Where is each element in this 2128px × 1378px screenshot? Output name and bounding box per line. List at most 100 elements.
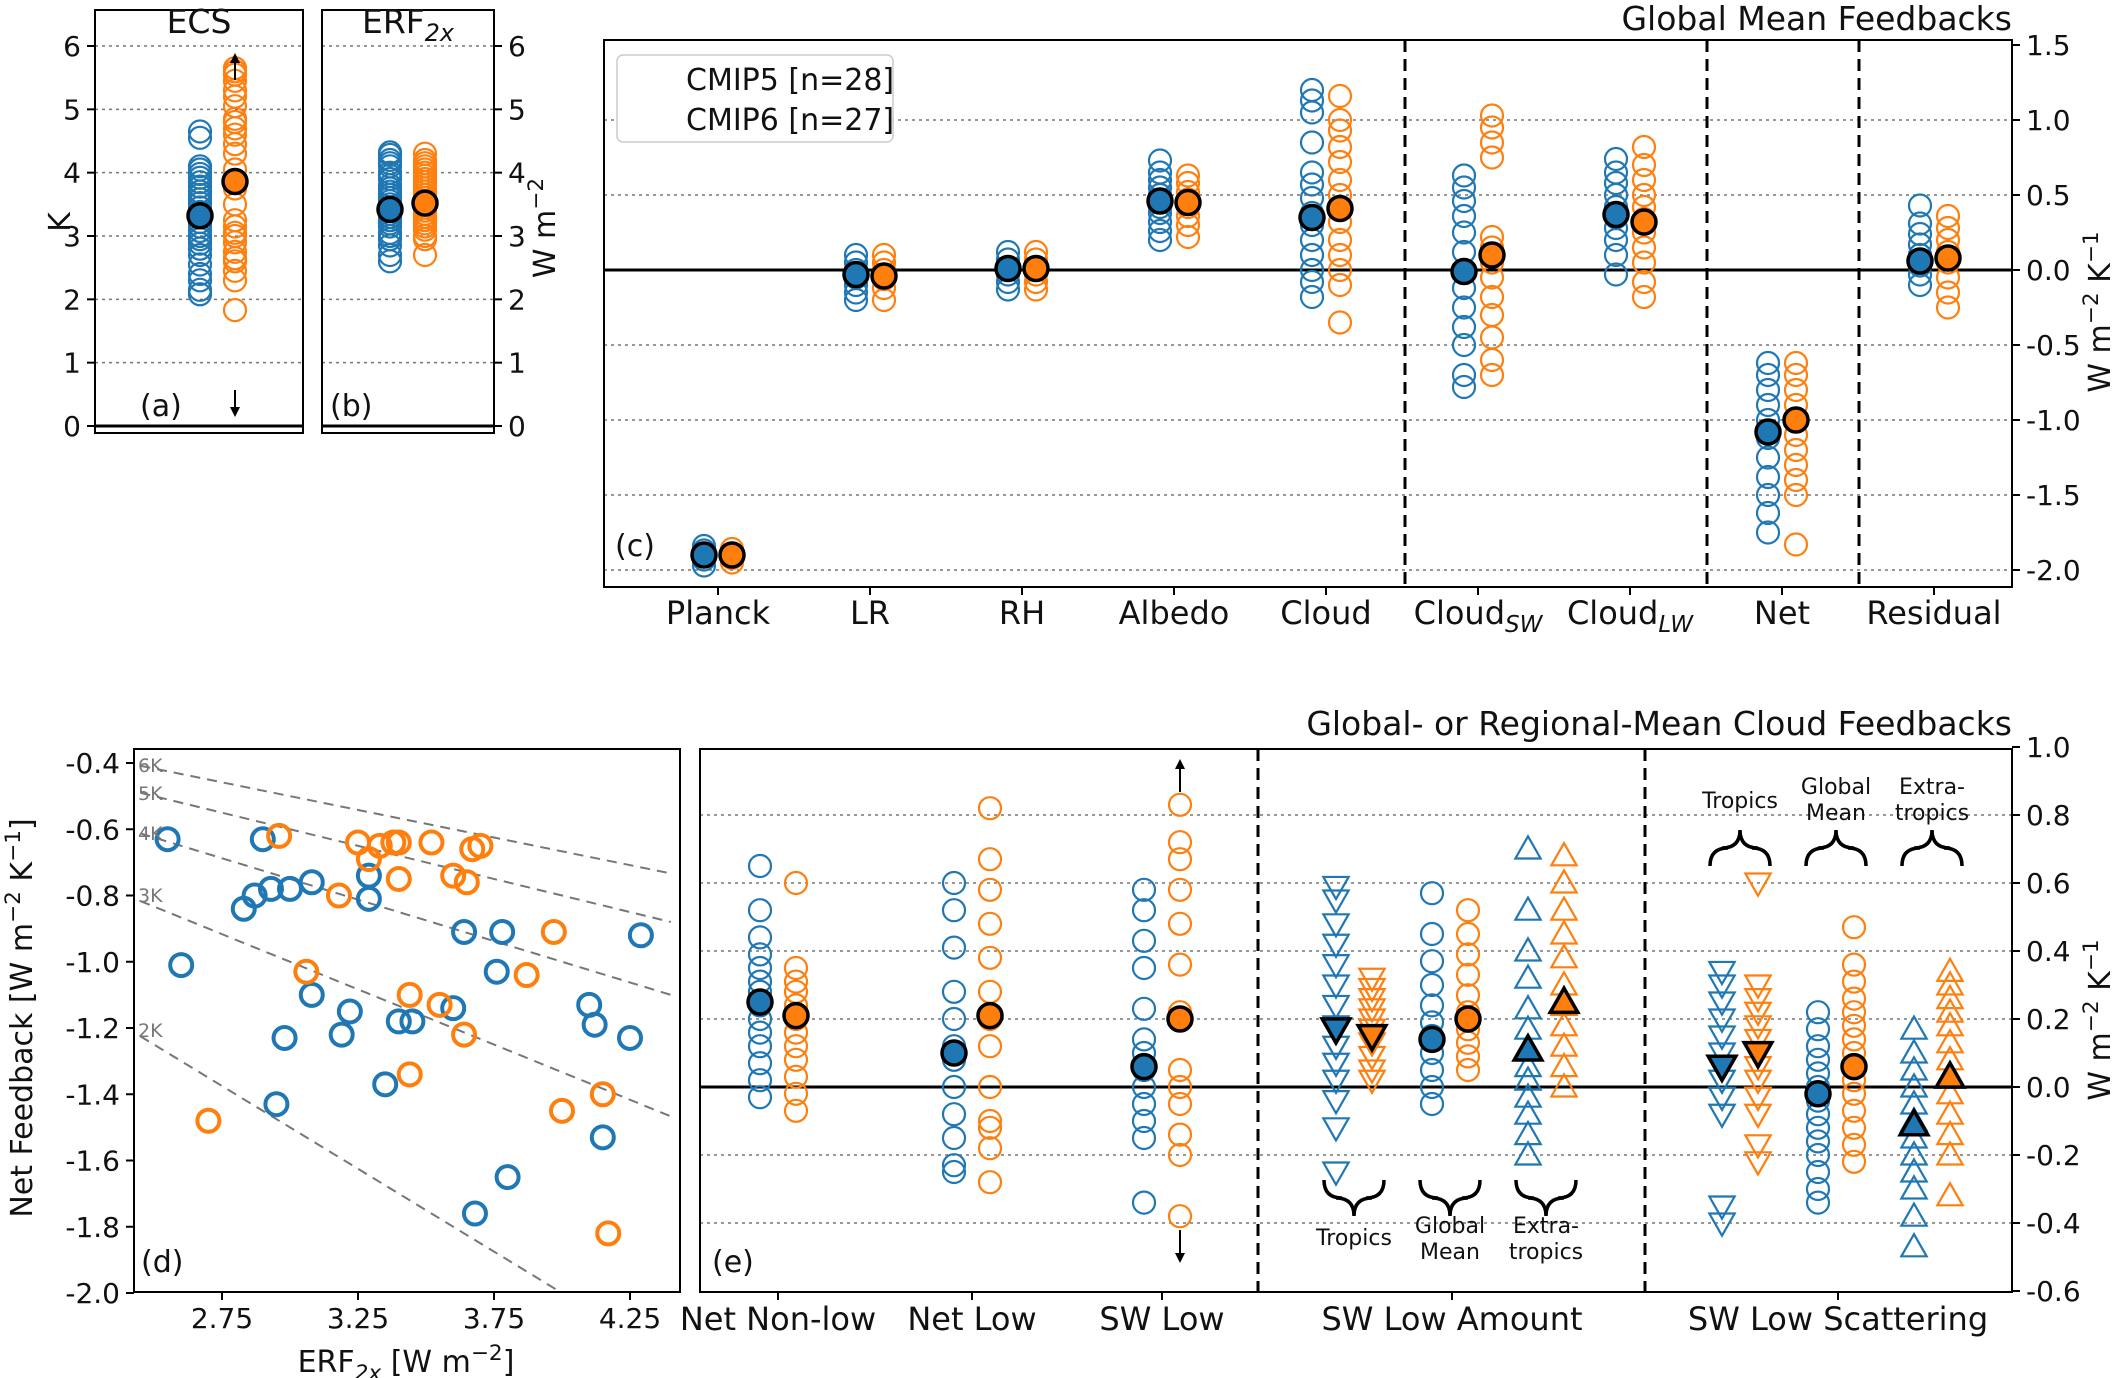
x-tick-label: 3.25 [327,1302,389,1335]
cmip6-point [1631,269,1657,295]
x-category-label-part: Residual [1866,594,2001,632]
cmip6-point [977,945,1003,970]
cmip6-point [1743,974,1773,1000]
y-tick-label: -0.6 [2026,1275,2081,1308]
cmip6-point [513,962,540,988]
cmip5-point [1755,350,1781,376]
cmip6-point [1841,1027,1867,1052]
cmip6-point [1167,1204,1193,1229]
cmip6-point [1357,1059,1387,1085]
x-category-label-part: Cloud [1414,594,1505,632]
cmip5-point [747,1051,773,1076]
cmip5-point [1419,1074,1445,1100]
cmip5-point [1513,1140,1543,1166]
y-tick-label: -0.4 [2026,1207,2081,1240]
x-category-label: SW Low Scattering [1688,1300,1988,1338]
cmip5-point [1131,1190,1157,1215]
cmip5-point [1805,1142,1831,1168]
y-axis-label: W m−2 [524,178,563,278]
group-brace [1708,829,1772,867]
x-category-label-part: LW [1658,612,1694,638]
group-brace [1418,1179,1482,1217]
x-tick-label: 3.75 [463,1302,525,1335]
cmip5-point [1755,445,1781,470]
cmip5-point [1603,170,1629,196]
y-tick-label: 0.0 [2026,1071,2071,1104]
y-tick-label: 2 [63,283,81,316]
cmip5-point [1321,1161,1351,1187]
cmip6-point [1631,182,1657,208]
y-tick-label: 3 [508,220,526,253]
cmip5-point [1899,1201,1929,1227]
cmip6-point [1167,952,1193,977]
group-brace [1804,829,1868,867]
cmip5-point [1755,392,1781,418]
x-category-label: SW Low [1099,1300,1224,1338]
panel-label: (c) [615,529,655,564]
y-tick-label: -0.4 [65,747,120,780]
cmip6-mean [1630,208,1658,236]
cmip5-point [1321,1117,1351,1143]
cmip6-point [1549,919,1579,945]
y-axis-label-part: K [2083,970,2118,1001]
cmip6-point [1479,347,1505,373]
cmip6-point [1631,134,1657,160]
cmip5-point [1419,993,1445,1018]
group-label-tropics: Tropics [1315,1226,1392,1251]
cmip5-point [589,1124,616,1151]
cmip6-point [325,882,352,909]
x-axis-label-part: ERF [298,1345,355,1378]
cmip6-point [1743,1069,1773,1096]
x-category-label: CloudLW [1567,594,1694,638]
cmip6-point [1479,302,1505,328]
legend-cmip5-label: CMIP5 [n=28] [686,63,894,98]
cmip5-point [1805,1017,1831,1042]
cmip5-point [1147,218,1173,244]
cmip5-point [440,995,467,1022]
cmip5-point [1899,1174,1929,1200]
cmip5-point [1131,877,1157,902]
y-tick-label: 3 [63,220,81,253]
cmip5-point [1131,996,1157,1021]
cmip6-point [1455,942,1481,967]
panel-label: (a) [140,389,182,424]
cmip5-point [1513,834,1543,860]
cmip6-point [1743,1134,1773,1160]
cmip5-point [1899,1072,1929,1098]
cmip5-point [747,1034,773,1059]
y-tick-label: -2.0 [2026,554,2081,587]
cmip5-point [1419,921,1445,947]
x-axis-label: ERF2x [W m−2] [298,1341,515,1378]
x-category-label-part: Cloud [1567,594,1658,632]
cmip6-point [412,147,438,173]
cmip5-point [1299,257,1325,283]
cmip5-point [399,1008,426,1035]
cmip6-point [1935,1180,1965,1207]
cmip5-point [941,1006,967,1032]
x-category-label: RH [999,594,1045,632]
cmip6-point [1479,103,1505,128]
cmip5-mean [1754,418,1782,446]
cmip6-mean [411,189,439,217]
cmip6-point [1327,83,1353,109]
cmip5-mean [1319,1017,1353,1047]
cmip6-point [1841,1081,1867,1106]
y-tick-label: 2 [508,283,526,316]
cmip6-point [1935,997,1965,1023]
cmip5-point [1321,889,1351,915]
cmip5-point [1147,160,1173,185]
cmip6-point [453,869,480,896]
cmip5-point [1299,284,1325,310]
cmip5-point [355,862,382,889]
cmip5-point [941,1153,967,1178]
panel-title-ecs: ECS [167,2,232,41]
cmip6-point [1167,1142,1193,1168]
cmip6-point [1631,250,1657,275]
cmip5-point [328,1021,355,1048]
cmip5-point [1451,220,1477,245]
cmip6-point [412,242,438,268]
x-category-label: Net Low [907,1300,1036,1338]
x-category-label-part: Net [1754,594,1810,632]
cmip6-point [783,969,809,994]
cmip5-point [1755,377,1781,403]
